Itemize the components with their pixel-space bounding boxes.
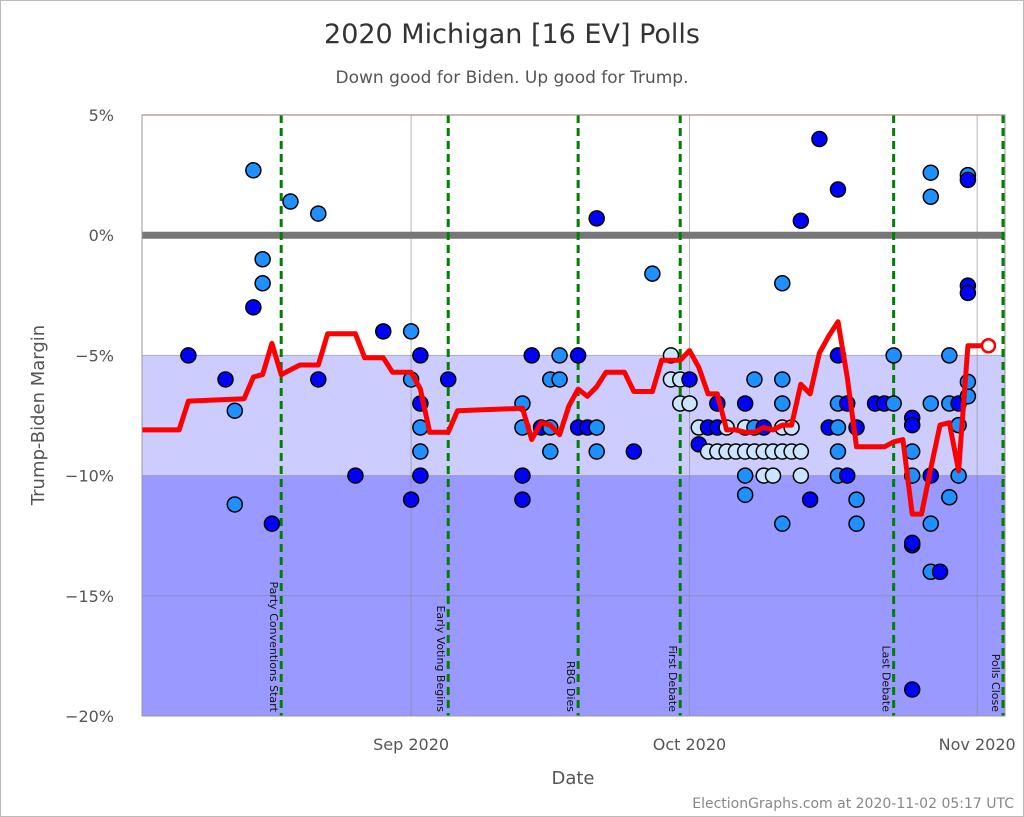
- poll-point: [829, 443, 847, 460]
- poll-point: [922, 188, 940, 205]
- event-label: Party Conventions Start: [267, 581, 280, 712]
- poll-point: [838, 467, 856, 484]
- x-axis-label: Date: [551, 768, 594, 789]
- poll-point: [402, 323, 420, 340]
- poll-point: [310, 205, 327, 222]
- poll-point: [774, 371, 791, 388]
- poll-point: [848, 491, 865, 508]
- poll-point: [941, 488, 958, 506]
- poll-point: [959, 284, 977, 302]
- poll-point: [412, 347, 429, 364]
- poll-point: [412, 467, 429, 484]
- y-tick-label: 0%: [89, 226, 114, 245]
- event-label: Polls Close: [989, 654, 1002, 713]
- poll-point: [569, 347, 587, 364]
- x-tick-label: Nov 2020: [939, 735, 1016, 754]
- poll-point: [746, 371, 763, 388]
- chart-title: 2020 Michigan [16 EV] Polls: [324, 19, 700, 50]
- poll-point: [885, 395, 902, 412]
- poll-point: [226, 402, 244, 419]
- poll-point: [736, 467, 754, 484]
- poll-point: [514, 491, 531, 508]
- poll-point: [282, 193, 299, 210]
- poll-point: [625, 443, 643, 460]
- poll-point: [551, 347, 568, 364]
- poll-point: [959, 171, 977, 189]
- x-tick-label: Oct 2020: [653, 735, 726, 754]
- y-tick-label: −5%: [75, 346, 114, 365]
- poll-point: [542, 443, 559, 460]
- footer-credit: ElectionGraphs.com at 2020-11-02 05:17 U…: [692, 796, 1014, 812]
- poll-point: [801, 491, 819, 508]
- poll-point: [736, 395, 754, 412]
- poll-point: [736, 486, 754, 504]
- poll-point: [402, 491, 420, 508]
- poll-point: [848, 515, 865, 532]
- poll-point: [922, 164, 940, 181]
- average-line: [142, 319, 987, 517]
- poll-point: [931, 563, 949, 581]
- poll-point: [681, 395, 698, 412]
- event-label: Last Debate: [880, 646, 893, 713]
- y-axis-label: Trump-Biden Margin: [28, 325, 49, 506]
- poll-point: [226, 496, 244, 513]
- poll-point: [941, 347, 958, 364]
- poll-point: [254, 275, 271, 292]
- poll-point: [774, 395, 791, 412]
- poll-point: [245, 162, 262, 179]
- poll-point: [644, 265, 661, 282]
- poll-point: [310, 371, 327, 388]
- y-tick-label: −10%: [65, 467, 114, 486]
- plot-border: [141, 114, 1006, 717]
- poll-point: [829, 419, 847, 436]
- chart-subtitle: Down good for Biden. Up good for Trump.: [336, 68, 689, 88]
- poll-point: [792, 212, 810, 230]
- current-average-marker: [980, 338, 997, 354]
- poll-point: [774, 515, 791, 532]
- poll-point: [792, 467, 810, 484]
- poll-point: [263, 515, 281, 532]
- poll-point: [180, 347, 197, 364]
- poll-point: [792, 443, 810, 460]
- poll-point: [523, 347, 540, 364]
- event-label: RBG Dies: [564, 661, 577, 712]
- poll-point: [829, 181, 847, 198]
- poll-point: [514, 467, 531, 484]
- poll-point: [903, 416, 921, 434]
- y-tick-label: −20%: [65, 707, 114, 726]
- poll-point: [375, 323, 392, 340]
- poll-point: [588, 210, 605, 227]
- poll-point: [217, 371, 234, 388]
- plot-area: Sep 2020 Oct 2020 Nov 2020 5% 0% −5% −10% −15% −…: [65, 106, 1016, 754]
- event-label: First Debate: [666, 645, 679, 712]
- x-tick-label: Sep 2020: [373, 735, 449, 754]
- poll-point: [681, 371, 698, 388]
- poll-point: [588, 419, 605, 436]
- poll-point: [774, 275, 791, 292]
- poll-point: [885, 347, 902, 364]
- poll-point: [439, 371, 457, 388]
- poll-point: [588, 443, 605, 460]
- poll-point: [922, 395, 940, 412]
- poll-point: [811, 130, 828, 148]
- y-tick-label: −15%: [65, 587, 114, 606]
- band-lean-biden: [142, 355, 1005, 476]
- poll-point: [903, 681, 921, 698]
- event-label: Early Voting Begins: [434, 605, 447, 712]
- poll-point: [922, 515, 940, 532]
- poll-point: [347, 467, 364, 484]
- poll-point: [903, 534, 921, 552]
- poll-point: [551, 371, 568, 388]
- y-tick-label: 5%: [89, 106, 114, 125]
- poll-point: [254, 250, 271, 268]
- poll-point: [412, 443, 429, 460]
- poll-point: [245, 299, 262, 316]
- poll-point: [764, 467, 782, 484]
